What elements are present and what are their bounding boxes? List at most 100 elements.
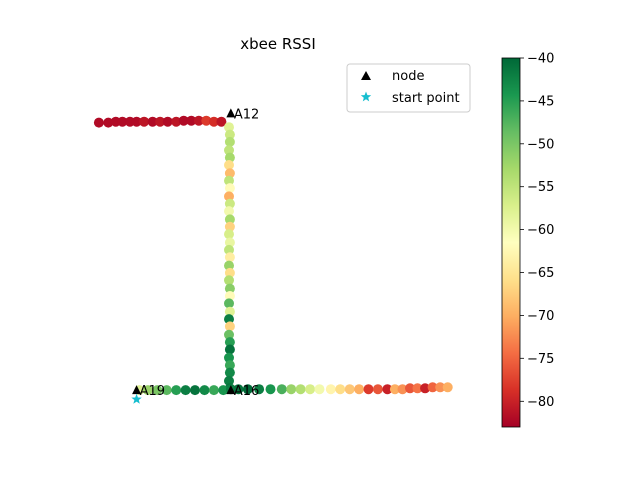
rssi-point [147,116,158,127]
node-marker [132,385,142,395]
rssi-point [224,183,235,194]
rssi-point [224,291,235,301]
rssi-point [224,375,234,386]
rssi-point [305,384,316,395]
colorbar-tick-label: −80 [527,395,554,410]
rssi-point [103,117,114,128]
rssi-point [382,384,393,395]
rssi-point [193,115,204,126]
rssi-point [224,221,235,232]
rssi-point [161,385,172,396]
rssi-point [372,384,383,395]
rssi-point [224,191,234,202]
rssi-point [242,384,253,395]
rssi-point [224,160,234,170]
legend-node-icon [361,71,371,80]
rssi-point [224,198,235,209]
colorbar-tick-label: −55 [527,180,554,195]
rssi-point [224,344,235,355]
rssi-point [233,384,244,395]
colorbar-tick-label: −65 [527,266,554,281]
rssi-point [224,298,234,309]
rssi-point [199,385,210,396]
rssi-point [142,385,153,396]
rssi-point [224,214,235,225]
rssi-point [224,337,235,348]
rssi-point [442,382,453,393]
colorbar-scale [501,57,521,428]
rssi-point [397,384,408,395]
rssi-point [208,116,219,127]
legend-box [346,63,471,113]
colorbar-ticks: −40 −45 −50 −55 −60 −65 −70 −75 −80 [520,52,554,410]
rssi-point [208,385,219,396]
rssi-point [224,206,234,217]
legend: node start point [346,63,471,113]
rssi-point [93,117,104,128]
rssi-point [171,116,182,127]
node-marker [226,385,236,395]
rssi-point [224,321,235,332]
rssi-point [171,385,182,396]
legend-start-point-icon [360,91,372,102]
start-point-star [131,393,142,404]
colorbar-tick-label: −60 [527,223,554,238]
chart-title: xbee RSSI [240,35,316,53]
rssi-point [335,384,346,395]
rssi-point [155,116,166,127]
rssi-point [162,116,173,127]
rssi-point [216,116,227,127]
rssi-point [354,384,365,395]
rssi-point [295,384,306,395]
rssi-point [224,275,234,286]
rssi-point [224,168,235,179]
colorbar: −40 −45 −50 −55 −60 −65 −70 −75 −80 [501,52,554,428]
colorbar-tick-label: −50 [527,137,554,152]
rssi-point [218,385,229,396]
node-label: A16 [234,384,259,399]
rssi-point [427,382,438,393]
rssi-point [224,129,235,140]
rssi-point [152,385,163,396]
rssi-point [178,115,189,126]
rssi-point [131,116,142,127]
rssi-point [265,384,276,395]
colorbar-tick-label: −70 [527,309,554,324]
rssi-point [224,260,234,271]
colorbar-tick-label: −40 [527,52,554,67]
start-point-marker [131,393,142,404]
node-label: A12 [234,107,259,122]
rssi-point [224,367,235,378]
node-marker [226,108,236,118]
node-label: A19 [140,384,165,399]
rssi-point [224,152,235,163]
rssi-point [314,384,325,395]
rssi-point [186,115,197,126]
rssi-point [224,314,234,325]
rssi-point [412,383,423,394]
rssi-point [224,122,234,133]
rssi-point [139,116,150,127]
rssi-point [224,244,234,255]
legend-node-label: node [392,69,424,84]
rssi-point [224,360,235,371]
rssi-point [117,116,128,127]
colorbar-tick-label: −45 [527,94,554,109]
rssi-point [224,252,235,263]
rssi-point [286,384,297,395]
scatter-points [93,115,453,396]
rssi-point [201,115,212,126]
rssi-point [224,145,234,156]
rssi-point [224,136,235,147]
rssi-point [325,384,336,395]
rssi-point [224,229,234,240]
rssi-point [224,352,234,363]
rssi-point [254,384,265,395]
rssi-point [224,329,234,340]
rssi-point [224,283,235,294]
rssi-point [344,384,355,395]
rssi-point [363,384,374,395]
rssi-point [190,385,200,396]
node-markers: A12 A19 A16 [132,107,259,399]
